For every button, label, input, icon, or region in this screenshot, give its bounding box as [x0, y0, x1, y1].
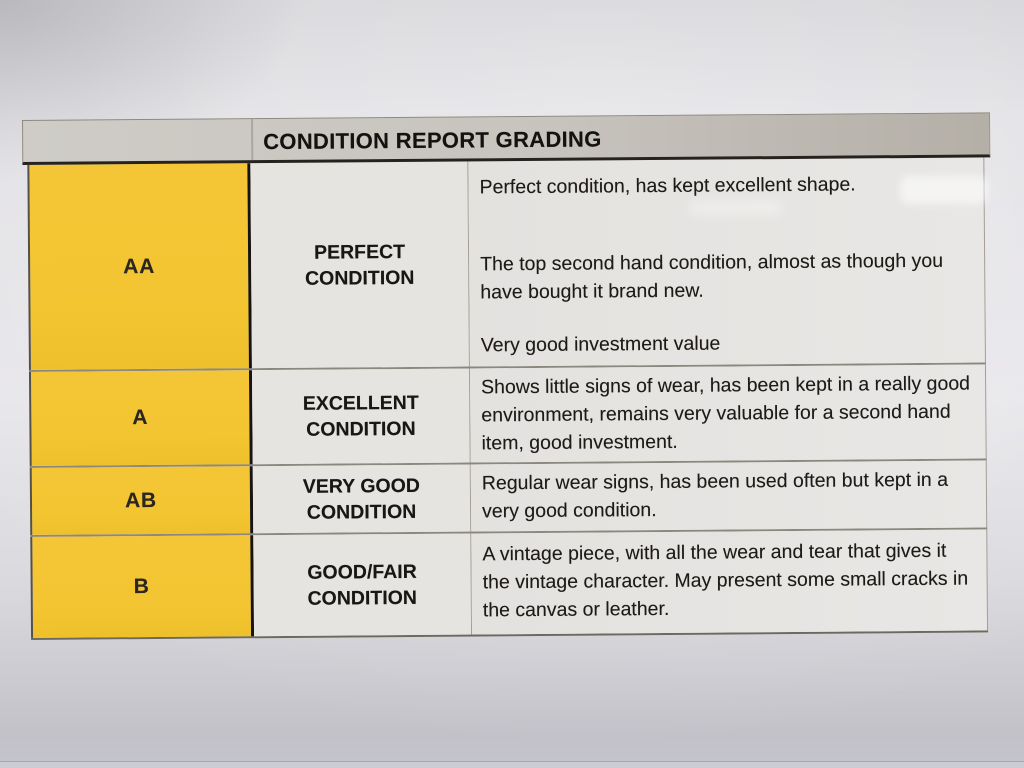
grade-cell: AB [29, 466, 254, 535]
description-cell: Shows little signs of wear, has been kep… [469, 364, 987, 463]
table-title: CONDITION REPORT GRADING [263, 125, 602, 154]
table-row-aa: AA PERFECT CONDITION Perfect condition, … [27, 157, 986, 372]
description-paragraph: Shows little signs of wear, has been kep… [481, 372, 971, 455]
grade-label: A [132, 406, 149, 430]
whiteout-mark [900, 176, 988, 204]
grade-name-cell: VERY GOOD CONDITION [252, 464, 472, 534]
grade-cell: B [30, 535, 255, 638]
grade-name-cell: GOOD/FAIR CONDITION [253, 533, 473, 637]
description-cell: Regular wear signs, has been used often … [470, 460, 988, 532]
grade-name-cell: PERFECT CONDITION [250, 161, 470, 369]
grade-name-label: GOOD/FAIR CONDITION [307, 560, 418, 610]
table-row-a: A EXCELLENT CONDITION Shows little signs… [28, 364, 987, 468]
description-paragraph: The top second hand condition, almost as… [480, 249, 944, 304]
table-row-ab: AB VERY GOOD CONDITION Regular wear sign… [29, 460, 988, 537]
description-cell: A vintage piece, with all the wear and t… [471, 529, 989, 635]
description-paragraph: A vintage piece, with all the wear and t… [482, 539, 969, 622]
grade-name-label: PERFECT CONDITION [304, 240, 415, 290]
header-column-seam [251, 119, 254, 161]
grade-label: AA [123, 254, 156, 278]
grade-cell: A [28, 370, 253, 466]
grade-name-label: EXCELLENT CONDITION [302, 391, 419, 441]
whiteout-mark [688, 200, 783, 216]
grade-label: AB [124, 488, 158, 512]
grade-name-label: VERY GOOD CONDITION [302, 474, 420, 524]
description-paragraph: Regular wear signs, has been used often … [481, 468, 949, 523]
paper-bottom-edge [0, 761, 1024, 768]
grade-cell: AA [27, 163, 252, 370]
table-header: CONDITION REPORT GRADING [22, 112, 991, 165]
grade-name-cell: EXCELLENT CONDITION [251, 368, 471, 465]
condition-grading-table: CONDITION REPORT GRADING AA PERFECT COND… [22, 112, 994, 640]
description-paragraph: Very good investment value [480, 332, 721, 357]
table-row-b: B GOOD/FAIR CONDITION A vintage piece, w… [30, 529, 989, 640]
table-body: AA PERFECT CONDITION Perfect condition, … [27, 157, 989, 640]
grade-label: B [133, 574, 150, 598]
